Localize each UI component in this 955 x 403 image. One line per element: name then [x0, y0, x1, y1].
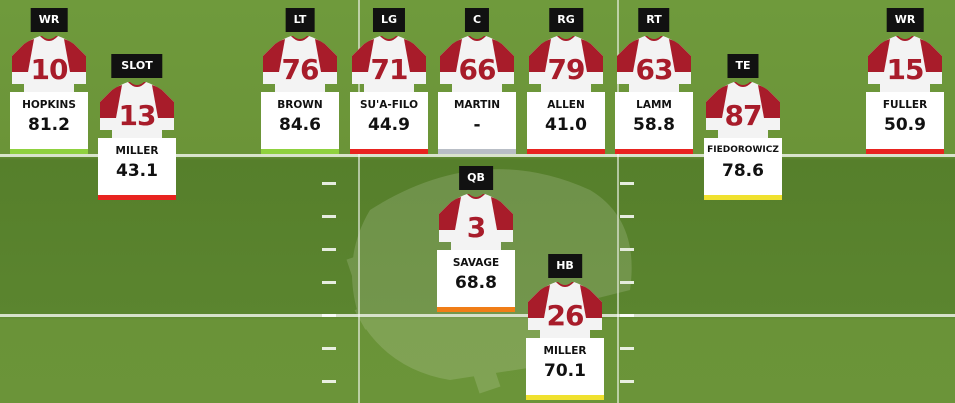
jersey-icon — [261, 36, 339, 106]
player-grade: 78.6 — [722, 161, 764, 181]
player-card: BROWN 84.6 — [261, 92, 339, 154]
jersey-number: 63 — [635, 53, 674, 86]
player-card: MILLER 43.1 — [98, 138, 176, 200]
player-card: MILLER 70.1 — [526, 338, 604, 400]
hash-mark — [620, 380, 634, 383]
jersey-number: 76 — [281, 53, 320, 86]
player-name: MILLER — [543, 345, 587, 357]
position-label: TE — [727, 54, 759, 78]
position-label: HB — [548, 254, 582, 278]
hash-mark — [620, 314, 634, 317]
player-name: MARTIN — [453, 99, 501, 111]
position-label: RT — [638, 8, 670, 32]
hash-mark — [322, 182, 336, 185]
player-grade: 43.1 — [116, 161, 158, 181]
jersey-number: 71 — [370, 53, 409, 86]
player-grade: 58.8 — [633, 115, 675, 135]
player-name: BROWN — [277, 99, 323, 111]
jersey-number: 10 — [30, 53, 69, 86]
hash-mark — [620, 281, 634, 284]
player-card: FULLER 50.9 — [866, 92, 944, 154]
player-name: SU'A-FILO — [359, 99, 419, 111]
hash-mark — [322, 281, 336, 284]
yard-line — [0, 154, 955, 157]
jersey-icon — [437, 194, 515, 264]
hash-mark — [322, 215, 336, 218]
position-label: QB — [459, 166, 493, 190]
player-grade: 41.0 — [545, 115, 587, 135]
jersey-icon — [98, 82, 176, 152]
yard-line — [0, 314, 955, 317]
player-card: SAVAGE 68.8 — [437, 250, 515, 312]
position-label: LT — [285, 8, 315, 32]
player-grade: 50.9 — [884, 115, 926, 135]
hash-mark — [322, 380, 336, 383]
jersey-icon — [350, 36, 428, 106]
player-name: ALLEN — [547, 99, 585, 111]
player-name: FULLER — [882, 99, 928, 111]
hash-mark — [620, 248, 634, 251]
player-grade: 70.1 — [544, 361, 586, 381]
field-line — [358, 0, 360, 403]
player-grade: 44.9 — [368, 115, 410, 135]
jersey-icon — [866, 36, 944, 106]
hash-mark — [620, 347, 634, 350]
player-name: SAVAGE — [452, 257, 500, 269]
player-card: FIEDOROWICZ 78.6 — [704, 138, 782, 200]
jersey-number: 15 — [886, 53, 925, 86]
position-label: RG — [549, 8, 583, 32]
player-name: HOPKINS — [22, 99, 76, 111]
player-grade: 84.6 — [279, 115, 321, 135]
player-card: LAMM 58.8 — [615, 92, 693, 154]
field-line — [617, 0, 619, 403]
position-label: SLOT — [111, 54, 163, 78]
jersey-icon — [438, 36, 516, 106]
position-label: LG — [372, 8, 406, 32]
jersey-number: 13 — [118, 99, 157, 132]
player-grade: 68.8 — [455, 273, 497, 293]
jersey-icon — [615, 36, 693, 106]
player-card: SU'A-FILO 44.9 — [350, 92, 428, 154]
hash-mark — [322, 248, 336, 251]
player-grade: - — [473, 115, 481, 135]
player-grade: 81.2 — [28, 115, 70, 135]
jersey-icon — [704, 82, 782, 152]
hash-mark — [322, 347, 336, 350]
jersey-number: 26 — [546, 299, 585, 332]
jersey-icon — [526, 282, 604, 352]
jersey-number: 79 — [547, 53, 586, 86]
player-name: MILLER — [115, 145, 159, 157]
jersey-icon — [10, 36, 88, 106]
jersey-number: 87 — [724, 99, 763, 132]
jersey-number: 3 — [466, 211, 486, 244]
player-card: MARTIN - — [438, 92, 516, 154]
player-name: LAMM — [636, 99, 672, 111]
player-card: ALLEN 41.0 — [527, 92, 605, 154]
hash-mark — [620, 182, 634, 185]
position-label: WR — [30, 8, 68, 32]
jersey-icon — [527, 36, 605, 106]
hash-mark — [620, 215, 634, 218]
position-label: WR — [886, 8, 924, 32]
position-label: C — [464, 8, 490, 32]
jersey-number: 66 — [458, 53, 497, 86]
hash-mark — [322, 314, 336, 317]
player-card: HOPKINS 81.2 — [10, 92, 88, 154]
player-name: FIEDOROWICZ — [707, 145, 779, 155]
